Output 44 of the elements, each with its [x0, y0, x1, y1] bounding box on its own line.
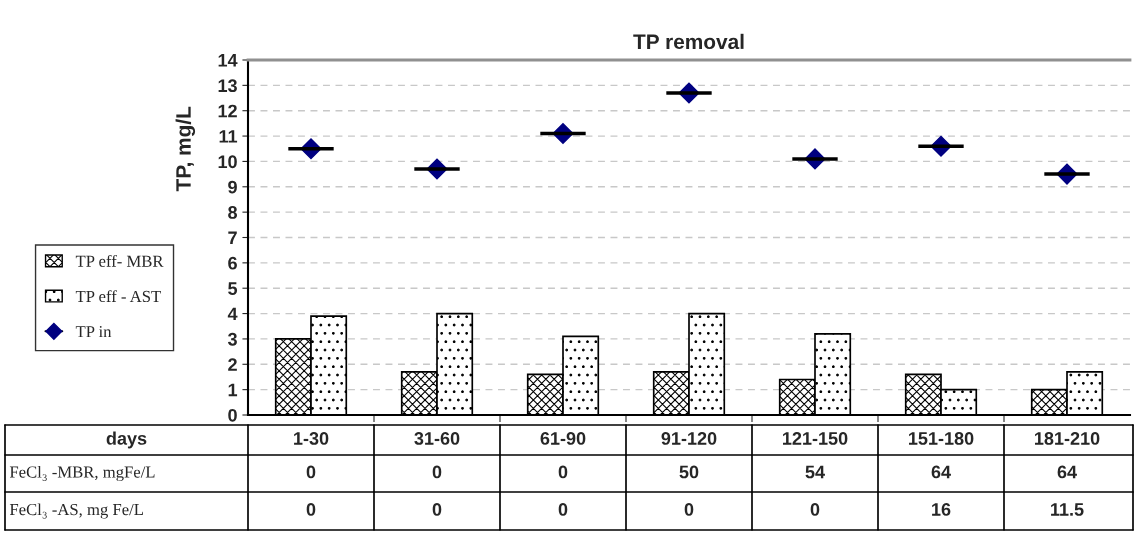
y-tick-label: 3 — [227, 332, 237, 346]
y-tick-label: 9 — [228, 180, 237, 194]
y-tick-label: 14 — [218, 54, 238, 67]
x-tick-label: 121-150 — [783, 432, 848, 445]
text: 50 — [679, 465, 699, 479]
text: 64 — [1057, 465, 1077, 479]
text: 64 — [931, 465, 951, 479]
text: 16 — [932, 503, 951, 516]
y-tick-label: 0 — [228, 408, 237, 422]
text: 0 — [432, 465, 442, 479]
y-tick-label: 11 — [219, 130, 238, 143]
y-tick-label: 4 — [227, 307, 238, 321]
y-tick-label: 7 — [228, 231, 237, 245]
x-tick-label: 31-60 — [414, 432, 460, 445]
y-tick-label: 10 — [218, 155, 237, 169]
y-tick-label: 1 — [228, 383, 238, 397]
x-tick-label: 151-180 — [909, 432, 974, 445]
x-tick-label: 91-120 — [661, 432, 717, 445]
y-tick-label: 6 — [228, 256, 237, 270]
y-tick-label: 13 — [218, 79, 237, 93]
y-tick-label: 5 — [228, 282, 238, 295]
text: 0 — [684, 503, 694, 516]
x-tick-label: 61-90 — [540, 432, 586, 445]
y-tick-label: 12 — [218, 104, 237, 118]
text: FeCl₃ -AS, mg Fe/L — [9, 503, 143, 519]
y-tick-label: 2 — [228, 358, 237, 371]
text: 11.5 — [1051, 503, 1084, 516]
text: 0 — [306, 465, 316, 479]
text: FeCl₃ -MBR, mgFe/L — [9, 465, 155, 482]
text: 0 — [558, 465, 568, 479]
text: 0 — [432, 503, 442, 516]
legend-label: TP eff - AST — [75, 290, 161, 303]
x-axis-title: days — [106, 431, 147, 449]
legend-label: TP in — [75, 326, 112, 338]
text: 0 — [810, 503, 820, 516]
text: 0 — [558, 503, 568, 516]
text: 54 — [805, 465, 825, 479]
y-tick-label: 8 — [228, 206, 238, 219]
legend-label: TP eff- MBR — [75, 254, 164, 267]
x-tick-label: 181-210 — [1035, 432, 1100, 445]
text: 0 — [306, 503, 316, 516]
y-axis-title: TP, mg/L — [175, 106, 196, 192]
x-tick-label: 1-30 — [294, 432, 329, 445]
chart-title: TP removal — [633, 33, 744, 50]
